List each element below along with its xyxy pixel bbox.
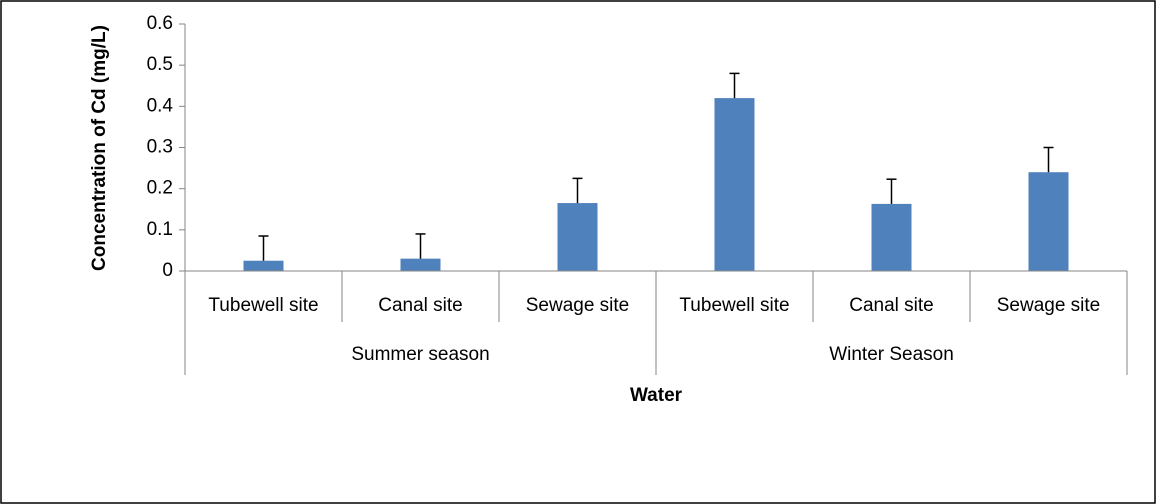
bar (243, 260, 284, 271)
x-tick-label: Canal site (378, 295, 463, 316)
x-tick-label: Sewage site (997, 295, 1101, 316)
y-axis-label: Concentration of Cd (mg/L) (89, 25, 110, 271)
y-tick-label: 0.6 (147, 13, 173, 34)
error-bar (258, 235, 269, 261)
group-label: Summer season (351, 344, 489, 365)
bar (871, 203, 912, 271)
bar (1028, 172, 1069, 271)
x-tick-label: Tubewell site (679, 295, 789, 316)
y-tick-label: 0.2 (147, 178, 173, 199)
error-bar (572, 177, 583, 204)
y-tick-label: 0.3 (147, 137, 173, 158)
x-tick-label: Canal site (849, 295, 934, 316)
bar (714, 98, 755, 271)
error-bar (886, 178, 897, 204)
y-tick-label: 0.4 (147, 95, 174, 116)
bar (400, 258, 441, 271)
error-bar (415, 233, 426, 259)
error-bar (729, 72, 740, 99)
bar (557, 203, 598, 271)
y-tick-label: 0.1 (147, 219, 173, 240)
y-tick-label: 0.5 (147, 54, 173, 75)
x-axis-label: Water (630, 385, 683, 406)
x-tick-label: Tubewell site (208, 295, 318, 316)
group-label: Winter Season (829, 344, 954, 365)
x-tick-label: Sewage site (526, 295, 630, 316)
error-bar (1043, 146, 1054, 173)
y-tick-label: 0 (162, 260, 173, 281)
